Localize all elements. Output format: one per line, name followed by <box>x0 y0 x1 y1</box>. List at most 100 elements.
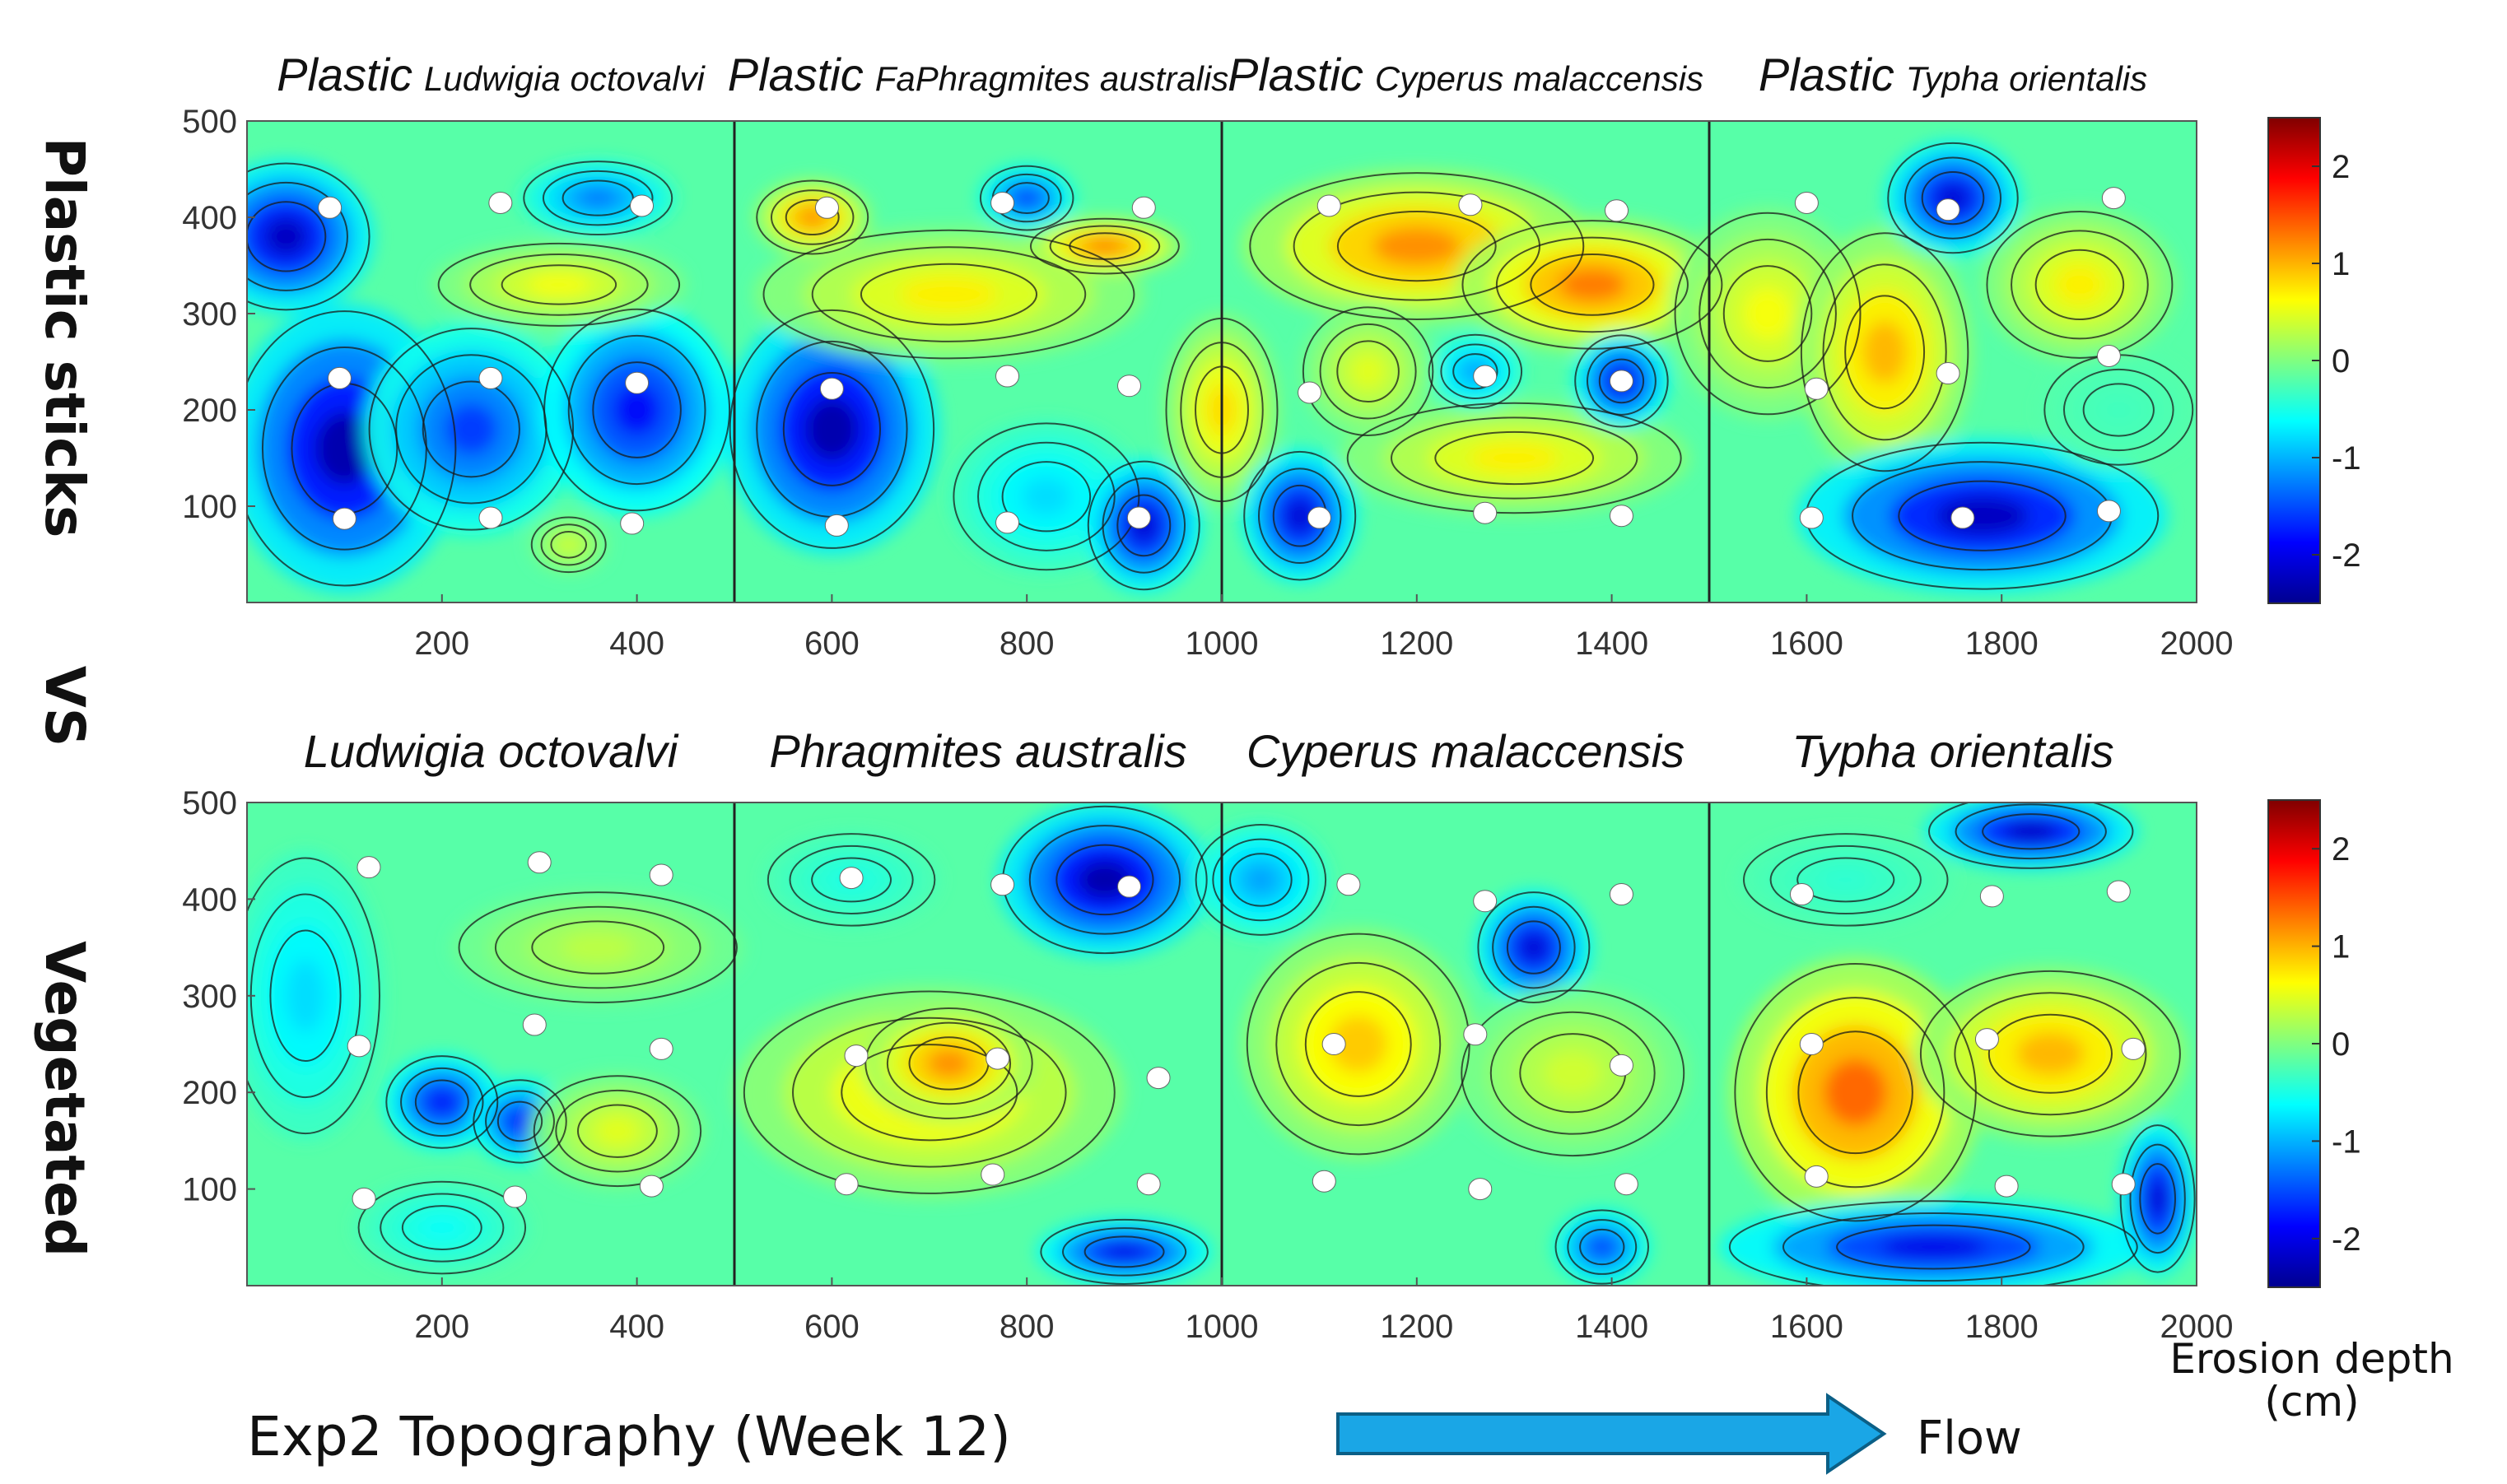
plant-marker <box>630 194 655 217</box>
contour-region <box>263 217 308 256</box>
contour-line <box>1598 358 1645 404</box>
plant-marker <box>1614 1173 1638 1196</box>
x-tick-label: 1200 <box>1380 1309 1453 1345</box>
section-title: Cyperus malaccensis <box>1247 725 1685 777</box>
plant-marker <box>1799 1033 1824 1055</box>
contour-field <box>247 121 2197 602</box>
plant-marker <box>2101 187 2126 210</box>
row-label-plastic: Plastic sticks <box>33 137 96 538</box>
plant-marker <box>620 512 645 535</box>
contour-line <box>1434 430 1595 486</box>
contour-line <box>1102 477 1186 574</box>
x-tick-label: 1800 <box>1965 626 2039 662</box>
plant-marker <box>2121 1037 2146 1060</box>
x-tick-label: 1200 <box>1380 626 1453 662</box>
colorbar-tick-label: 2 <box>2332 831 2350 868</box>
contour-line <box>1954 992 2147 1116</box>
plant-marker <box>1131 196 1156 219</box>
contour-line <box>1293 191 1540 301</box>
contour-line <box>1346 402 1682 514</box>
plant-marker <box>1936 362 1960 385</box>
contour-line <box>1302 306 1434 437</box>
plant-marker <box>1146 1067 1171 1090</box>
x-tick-label: 200 <box>414 626 469 662</box>
contour-line <box>2129 1143 2186 1254</box>
contour-line <box>789 844 914 915</box>
y-tick-label: 100 <box>182 489 237 525</box>
contour-line <box>530 516 607 574</box>
y-tick-label: 300 <box>182 296 237 333</box>
contour-region <box>558 537 579 552</box>
plant-marker <box>649 863 673 886</box>
section-title: Plastic Ludwigia octovalvi <box>277 49 706 100</box>
contour-region <box>2055 265 2104 305</box>
contour-line <box>841 1044 1018 1142</box>
contour-region <box>2015 1031 2085 1076</box>
contour-line <box>2062 368 2174 452</box>
contour-line <box>1567 1219 1638 1275</box>
contour-line <box>401 1205 482 1250</box>
contour-line <box>1087 460 1200 591</box>
y-tick-label: 100 <box>182 1172 237 1208</box>
contour-line <box>247 162 370 311</box>
contour-line <box>458 891 738 1004</box>
plant-marker <box>478 506 503 529</box>
x-tick-label: 1600 <box>1770 1309 1843 1345</box>
contour-line <box>767 833 936 927</box>
plant-marker <box>1136 1173 1161 1196</box>
contour-line <box>756 179 869 255</box>
contour-region <box>595 1116 640 1146</box>
plant-marker <box>332 507 356 530</box>
contour-line <box>792 1016 1067 1168</box>
plant-marker <box>1473 365 1498 388</box>
x-tick-label: 600 <box>804 1309 860 1345</box>
contour-region <box>1470 443 1559 473</box>
plant-marker <box>318 196 342 219</box>
contour-line <box>1083 1235 1165 1268</box>
contour-line <box>1722 265 1813 362</box>
contour-line <box>1898 480 2067 551</box>
contour-line <box>1506 920 1561 975</box>
colorbar-tick-label: -2 <box>2332 1221 2361 1258</box>
plant-marker <box>1473 890 1498 913</box>
contour-region <box>444 402 498 456</box>
contour-region <box>561 933 635 962</box>
plant-marker <box>1936 198 1960 221</box>
y-tick-label: 400 <box>182 200 237 236</box>
contour-region <box>427 1090 457 1114</box>
contour-line <box>247 181 348 291</box>
x-tick-label: 800 <box>1000 1309 1055 1345</box>
contour-line <box>2082 383 2155 437</box>
x-tick-label: 800 <box>1000 626 1055 662</box>
colorbar-tick-label: -1 <box>2332 440 2361 477</box>
contour-line <box>1029 217 1180 275</box>
contour-region <box>507 1110 533 1133</box>
contour-line <box>414 1079 469 1125</box>
contour-line <box>1249 172 1585 321</box>
contour-line <box>540 523 597 566</box>
contour-line <box>1495 236 1689 333</box>
plant-marker <box>1307 506 1331 529</box>
section-title: Ludwigia octovalvi <box>304 725 679 777</box>
x-tick-label: 2000 <box>2160 626 2234 662</box>
contour-line <box>1554 1209 1650 1285</box>
contour-line <box>886 1021 1012 1105</box>
contour-line <box>1040 1218 1209 1285</box>
contour-region <box>1519 933 1549 962</box>
contour-line <box>1062 1227 1187 1277</box>
contour-line <box>2034 249 2125 321</box>
contour-line <box>473 1079 567 1164</box>
plant-marker <box>356 856 381 879</box>
contour-line <box>1765 997 1945 1189</box>
contour-region <box>527 273 591 296</box>
contour-region <box>2004 821 2058 841</box>
plant-marker <box>844 1044 869 1068</box>
section-title: Typha orientalis <box>1792 725 2113 777</box>
contour-line <box>1904 156 2002 240</box>
plant-marker <box>2111 1173 2136 1196</box>
contour-line <box>269 929 342 1063</box>
contour-line <box>531 920 665 975</box>
section-title-species: Ludwigia octovalvi <box>424 59 706 98</box>
plant-marker <box>1609 370 1633 393</box>
contour-line <box>550 531 588 559</box>
